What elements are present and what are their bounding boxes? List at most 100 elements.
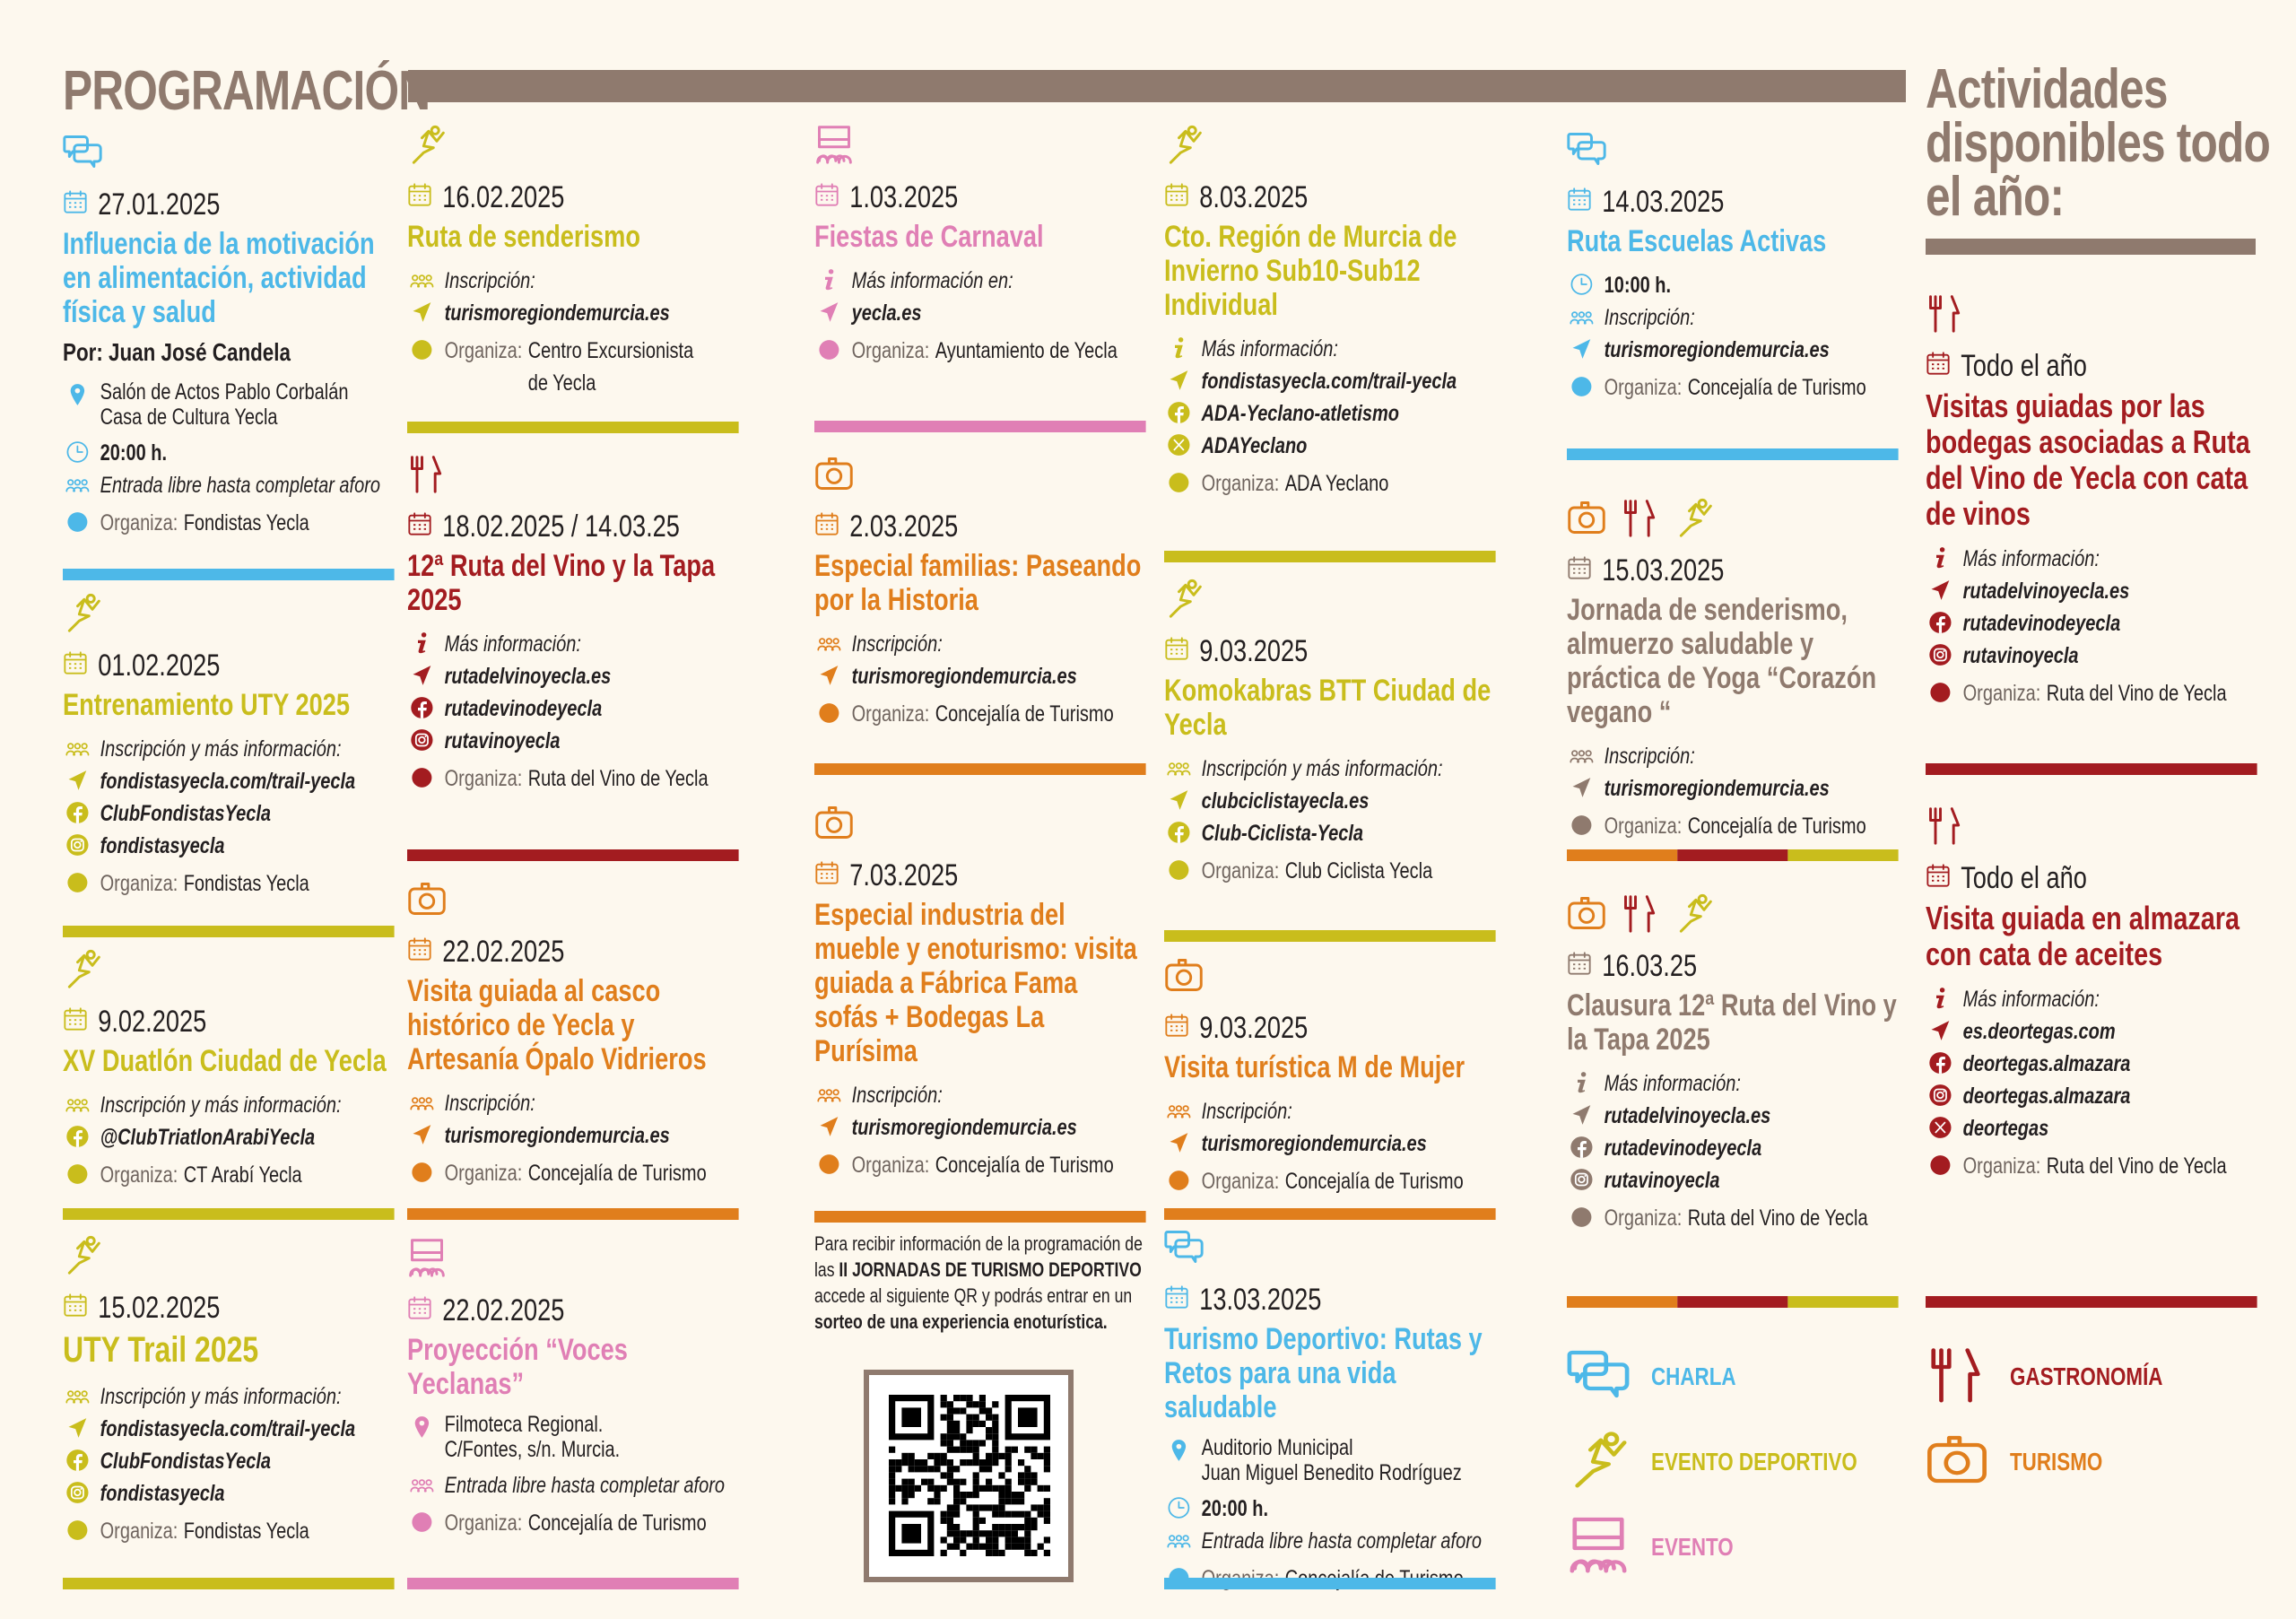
event-link-line[interactable]: fondistasyecla.com/trail-yecla — [1164, 365, 1496, 397]
event-screen-icon — [814, 125, 854, 169]
event-ig-line[interactable]: fondistasyecla — [63, 830, 395, 862]
category-icons — [407, 1238, 739, 1283]
event-card: 22.02.2025 Visita guiada al casco históri… — [407, 879, 739, 1220]
header-bar — [408, 70, 1906, 102]
event-ig-line[interactable]: rutavinoyecla — [1567, 1164, 1899, 1197]
card-divider — [407, 1578, 739, 1589]
calendar-icon — [407, 177, 432, 218]
event-people-line: Inscripción: — [1567, 740, 1899, 772]
facebook-icon — [1567, 1132, 1596, 1159]
x-twitter-icon — [1164, 430, 1193, 457]
event-date: Todo el año — [1926, 857, 2257, 899]
event-link-line[interactable]: fondistasyecla.com/trail-yecla — [63, 765, 395, 797]
web-link-icon — [814, 1111, 843, 1138]
event-xx-line[interactable]: deortegas — [1926, 1112, 2257, 1145]
calendar-icon — [407, 931, 432, 972]
web-link-icon — [1164, 1127, 1193, 1154]
event-title: Especial familias: Paseando por la Histo… — [814, 549, 1142, 617]
calendar-icon — [63, 645, 88, 686]
card-divider — [1567, 849, 1899, 861]
camera-icon — [1164, 955, 1204, 999]
event-organizer: Organiza: Ruta del Vino de Yecla — [407, 762, 739, 795]
event-date: 27.01.2025 — [63, 184, 395, 225]
event-title: Fiestas de Carnaval — [814, 220, 1044, 254]
chat-icon — [1164, 1227, 1204, 1271]
event-clock-line: 20:00 h. — [1164, 1493, 1496, 1525]
event-link-line[interactable]: rutadelvinoyecla.es — [1926, 575, 2257, 607]
event-ig-line[interactable]: fondistasyecla — [63, 1477, 395, 1510]
organizer-dot-icon — [1164, 855, 1193, 882]
event-organizer: Organiza: Ruta del Vino de Yecla — [1926, 677, 2257, 709]
event-link-line[interactable]: yecla.es — [814, 297, 1146, 329]
event-organizer: Organiza:Concejalía de Turismo — [1567, 371, 1899, 404]
category-icons — [63, 132, 395, 177]
event-link-line[interactable]: turismoregiondemurcia.es — [1567, 772, 1899, 805]
event-fb-line[interactable]: rutadevinodeyecla — [1926, 607, 2257, 640]
event-card: 2.03.2025 Especial familias: Paseando por… — [814, 454, 1146, 775]
card-divider — [1926, 763, 2257, 775]
event-title: XV Duatlón Ciudad de Yecla — [63, 1044, 387, 1078]
event-xx-line[interactable]: ADAYeclano — [1164, 430, 1496, 462]
event-link-line[interactable]: turismoregiondemurcia.es — [814, 660, 1146, 692]
event-title: Jornada de senderismo, almuerzo saludabl… — [1567, 593, 1877, 729]
web-link-icon — [63, 1413, 91, 1440]
category-icons — [814, 454, 1146, 499]
event-link-line[interactable]: clubciclistayecla.es — [1164, 785, 1496, 817]
event-date: 13.03.2025 — [1164, 1279, 1496, 1320]
organizer-dot-icon — [407, 1157, 436, 1184]
card-divider — [63, 1208, 395, 1220]
event-link-line[interactable]: rutadelvinoyecla.es — [407, 660, 739, 692]
event-organizer: Organiza: Centro Excursionista de Yecla — [407, 335, 739, 399]
organizer-dot-icon — [63, 1515, 91, 1542]
event-date: 9.03.2025 — [1164, 631, 1496, 672]
organizer-dot-icon — [63, 867, 91, 894]
event-link-line[interactable]: es.deortegas.com — [1926, 1015, 2257, 1048]
instagram-icon — [1926, 640, 1954, 666]
people-icon — [63, 1380, 91, 1407]
category-icons — [1567, 893, 1899, 938]
facebook-icon — [1164, 817, 1193, 844]
event-card: 9.03.2025 Visita turística M de Mujer Insc… — [1164, 955, 1496, 1220]
event-link-line[interactable]: turismoregiondemurcia.es — [407, 1119, 739, 1152]
event-link-line[interactable]: turismoregiondemurcia.es — [407, 297, 739, 329]
event-fb-line[interactable]: deortegas.almazara — [1926, 1048, 2257, 1080]
event-organizer: Organiza: Fondistas Yecla — [63, 1515, 395, 1547]
organizer-dot-icon — [1567, 810, 1596, 837]
web-link-icon — [814, 660, 843, 687]
event-title: Visita guiada al casco histórico de Yecl… — [407, 974, 707, 1076]
event-people-line: Inscripción: — [1567, 301, 1899, 334]
event-link-line[interactable]: rutadelvinoyecla.es — [1567, 1100, 1899, 1132]
event-organizer: Organiza: Ruta del Vino de Yecla — [1926, 1150, 2257, 1182]
event-fb-line[interactable]: @ClubTriatlonArabiYecla — [63, 1121, 395, 1153]
event-fb-line[interactable]: ClubFondistasYecla — [63, 797, 395, 830]
web-link-icon — [407, 297, 436, 324]
event-info-line: Más información: — [1926, 983, 2257, 1015]
legend-label: EVENTO DEPORTIVO — [1651, 1447, 1857, 1475]
event-fb-line[interactable]: Club-Ciclista-Yecla — [1164, 817, 1496, 849]
event-ig-line[interactable]: rutavinoyecla — [1926, 640, 2257, 672]
qr-code-pattern — [889, 1395, 1050, 1556]
event-link-line[interactable]: fondistasyecla.com/trail-yecla — [63, 1413, 395, 1445]
event-fb-line[interactable]: ClubFondistasYecla — [63, 1445, 395, 1477]
event-link-line[interactable]: turismoregiondemurcia.es — [1164, 1127, 1496, 1160]
event-link-line[interactable]: turismoregiondemurcia.es — [1567, 334, 1899, 366]
event-fb-line[interactable]: rutadevinodeyecla — [407, 692, 739, 725]
qr-code[interactable] — [864, 1370, 1074, 1582]
category-icons — [63, 1235, 395, 1280]
side-title-bar — [1926, 239, 2256, 255]
event-ig-line[interactable]: rutavinoyecla — [407, 725, 739, 757]
calendar-icon — [1164, 631, 1189, 672]
category-icons — [407, 454, 739, 499]
event-fb-line[interactable]: rutadevinodeyecla — [1567, 1132, 1899, 1164]
runner-icon — [1674, 498, 1714, 542]
event-link-line[interactable]: turismoregiondemurcia.es — [814, 1111, 1146, 1144]
camera-icon — [1926, 1431, 1988, 1493]
event-organizer: Organiza: Ayuntamiento de Yecla — [814, 335, 1146, 367]
event-location-line: Filmoteca Regional. C/Fontes, s/n. Murci… — [407, 1412, 739, 1462]
event-fb-line[interactable]: ADA-Yeclano-atletismo — [1164, 397, 1496, 430]
event-ig-line[interactable]: deortegas.almazara — [1926, 1080, 2257, 1112]
category-icons — [1926, 805, 2257, 850]
chat-icon — [1567, 129, 1606, 173]
event-card: 18.02.2025 / 14.03.25 12ª Ruta del Vino y… — [407, 454, 739, 861]
category-icons — [1164, 125, 1496, 170]
